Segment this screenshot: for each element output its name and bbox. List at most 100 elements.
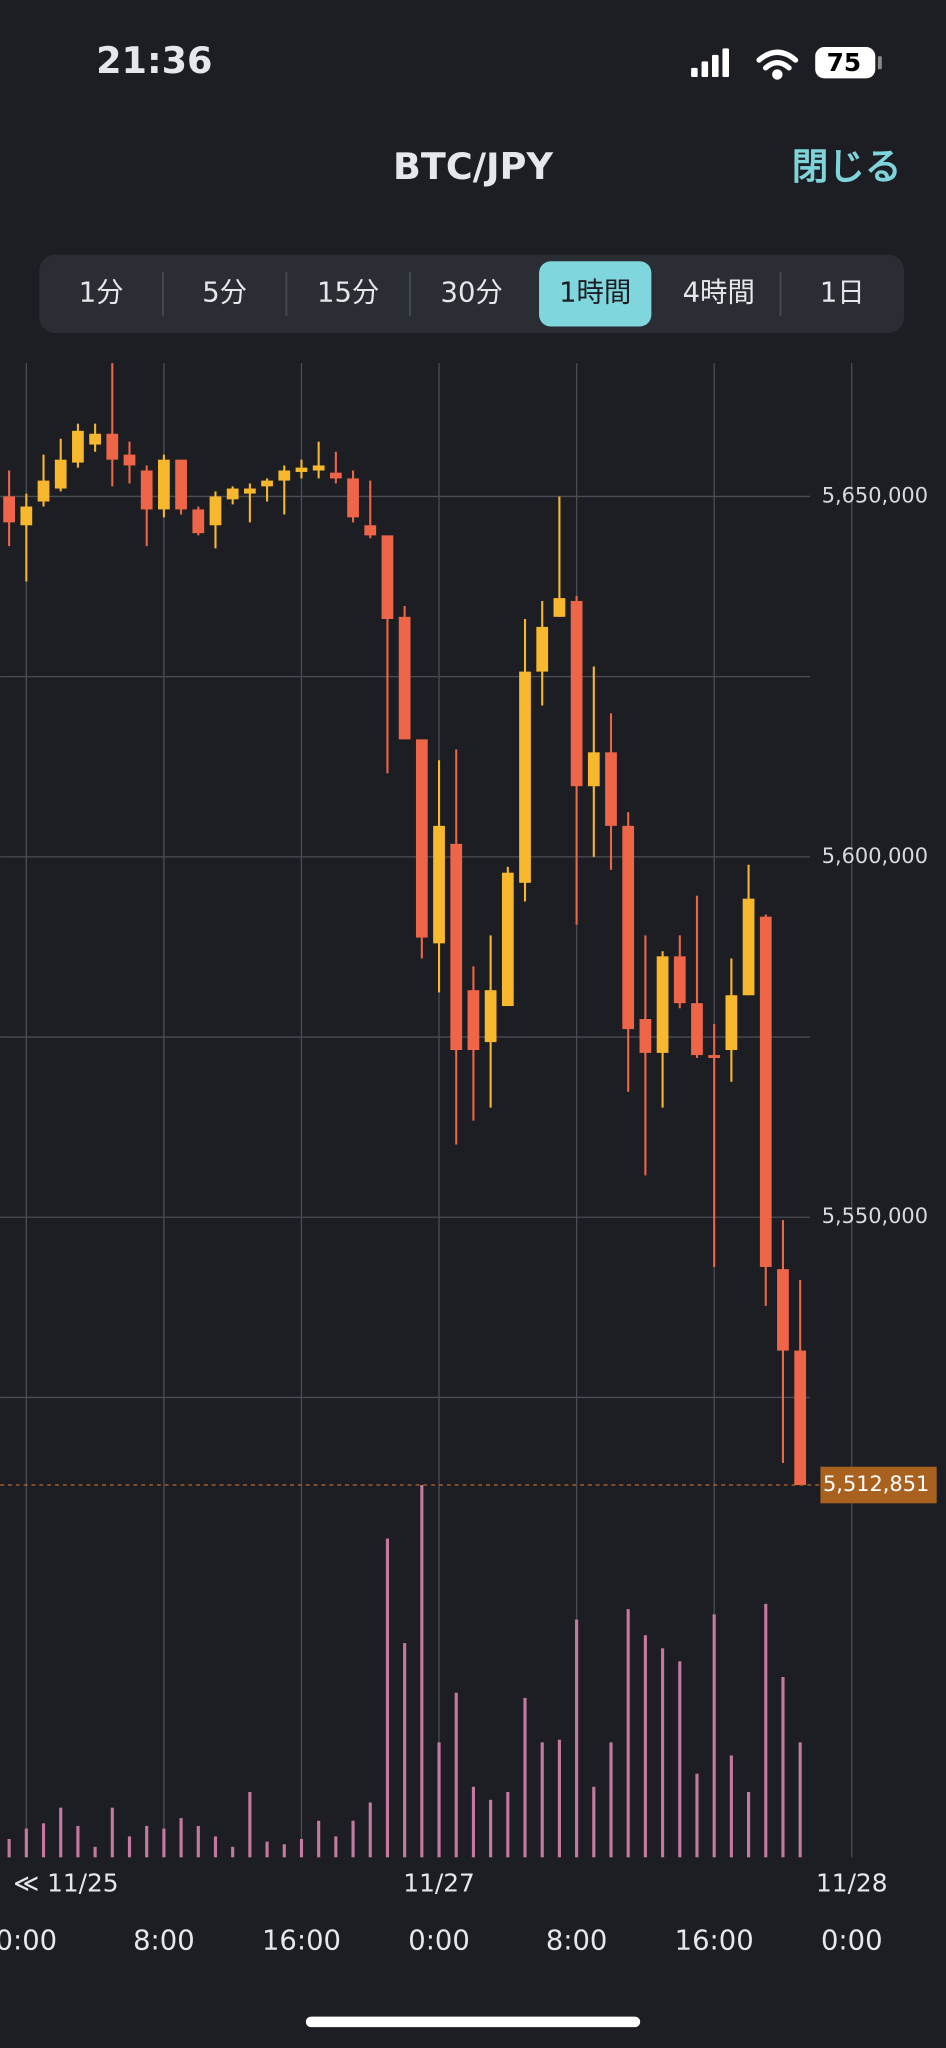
candle-body bbox=[467, 990, 480, 1051]
candle-body bbox=[777, 1269, 789, 1351]
header-title: BTC/JPY bbox=[393, 145, 553, 188]
volume-bar bbox=[334, 1836, 338, 1858]
candle-body bbox=[519, 671, 531, 883]
timeframe-tab[interactable]: 5分 bbox=[202, 277, 247, 308]
candle-body bbox=[484, 990, 497, 1043]
signal-icon bbox=[691, 48, 729, 78]
volume-bar bbox=[248, 1791, 252, 1858]
volume-bar bbox=[661, 1648, 665, 1858]
volume-bar bbox=[110, 1807, 114, 1858]
volume-bar bbox=[368, 1802, 372, 1858]
timeframe-tab[interactable]: 30分 bbox=[441, 277, 503, 308]
candle-body bbox=[140, 470, 153, 510]
x-tick-label: 0:00 bbox=[408, 1926, 470, 1957]
date-label: 11/27 bbox=[403, 1869, 474, 1898]
volume-bar bbox=[196, 1825, 200, 1858]
battery-icon bbox=[815, 47, 876, 79]
x-tick-label: 0:00 bbox=[0, 1926, 57, 1957]
candle-body bbox=[329, 472, 342, 479]
candle-body bbox=[123, 454, 136, 466]
candle-body bbox=[622, 825, 635, 1030]
home-indicator bbox=[305, 2016, 641, 2028]
battery-cap bbox=[877, 56, 882, 70]
volume-bar bbox=[59, 1807, 63, 1858]
candle-body bbox=[725, 995, 738, 1051]
wifi-icon bbox=[756, 49, 799, 80]
volume-bar bbox=[437, 1742, 441, 1858]
volume-bar bbox=[385, 1538, 390, 1858]
timeframe-tab[interactable]: 15分 bbox=[317, 277, 379, 308]
volume-bar bbox=[506, 1791, 510, 1858]
volume-bar bbox=[351, 1820, 355, 1858]
candle-body bbox=[175, 459, 187, 510]
volume-bar bbox=[265, 1841, 269, 1858]
x-tick-label: 8:00 bbox=[546, 1926, 608, 1957]
date-label: 11/28 bbox=[816, 1869, 887, 1898]
candle-body bbox=[794, 1350, 807, 1486]
candle-body bbox=[158, 459, 170, 510]
volume-bar bbox=[729, 1755, 733, 1858]
volume-bar bbox=[41, 1823, 46, 1858]
candle-body bbox=[759, 916, 772, 1267]
candle-body bbox=[89, 433, 101, 445]
start-date-label: ≪ 11/25 bbox=[13, 1869, 118, 1898]
volume-bar bbox=[76, 1825, 80, 1858]
volume-bar bbox=[471, 1786, 475, 1858]
volume-bar bbox=[7, 1839, 11, 1858]
candle-body bbox=[347, 478, 359, 518]
candle-body bbox=[450, 843, 463, 1051]
volume-bar bbox=[179, 1818, 183, 1858]
volume-bar bbox=[317, 1820, 321, 1858]
close-button[interactable]: 閉じる bbox=[792, 145, 902, 188]
candle-body bbox=[691, 1003, 703, 1056]
volume-bar bbox=[712, 1614, 716, 1858]
tab-selected-bg bbox=[539, 261, 652, 327]
volume-bar bbox=[626, 1609, 630, 1858]
x-tick-label: 16:00 bbox=[675, 1926, 754, 1957]
volume-bar bbox=[609, 1742, 613, 1858]
x-tick-label: 0:00 bbox=[821, 1926, 883, 1957]
candle-body bbox=[570, 600, 583, 787]
candle-body bbox=[742, 898, 755, 996]
candle-body bbox=[295, 467, 308, 472]
candle-body bbox=[553, 598, 566, 617]
candle-body bbox=[381, 535, 394, 619]
volume-bar bbox=[592, 1786, 596, 1858]
y-tick-label: 5,550,000 bbox=[822, 1204, 928, 1228]
volume-bar bbox=[145, 1825, 149, 1858]
candle-body bbox=[656, 956, 669, 1053]
volume-bar bbox=[282, 1844, 286, 1858]
candle-body bbox=[278, 470, 291, 481]
candle-body bbox=[433, 825, 445, 944]
timeframe-tab[interactable]: 1時間 bbox=[559, 277, 631, 308]
timeframe-tab[interactable]: 1分 bbox=[79, 277, 124, 308]
candle-body bbox=[587, 752, 600, 787]
volume-bar bbox=[162, 1828, 166, 1858]
volume-bar bbox=[24, 1828, 28, 1858]
candle-body bbox=[3, 496, 16, 523]
volume-bar bbox=[231, 1846, 235, 1858]
candle-body bbox=[639, 1019, 652, 1053]
candle-body bbox=[708, 1055, 721, 1058]
volume-bar bbox=[540, 1742, 544, 1858]
volume-bar bbox=[420, 1485, 424, 1858]
volume-bar bbox=[299, 1839, 304, 1858]
candle-body bbox=[37, 480, 50, 502]
battery-level: 75 bbox=[827, 48, 862, 77]
x-tick-label: 8:00 bbox=[133, 1926, 195, 1957]
candle-body bbox=[72, 430, 84, 463]
candle-body bbox=[501, 872, 514, 1007]
volume-bar bbox=[678, 1661, 682, 1858]
candle-body bbox=[415, 739, 428, 938]
volume-bar bbox=[643, 1635, 647, 1858]
candle-body bbox=[54, 459, 67, 489]
volume-bar bbox=[489, 1799, 493, 1858]
volume-bar bbox=[127, 1836, 132, 1858]
volume-bar bbox=[557, 1739, 561, 1858]
timeframe-tab[interactable]: 1日 bbox=[820, 277, 865, 308]
candle-body bbox=[226, 488, 239, 500]
timeframe-tab[interactable]: 4時間 bbox=[683, 277, 755, 308]
volume-bar bbox=[93, 1846, 97, 1858]
x-tick-label: 16:00 bbox=[262, 1926, 341, 1957]
